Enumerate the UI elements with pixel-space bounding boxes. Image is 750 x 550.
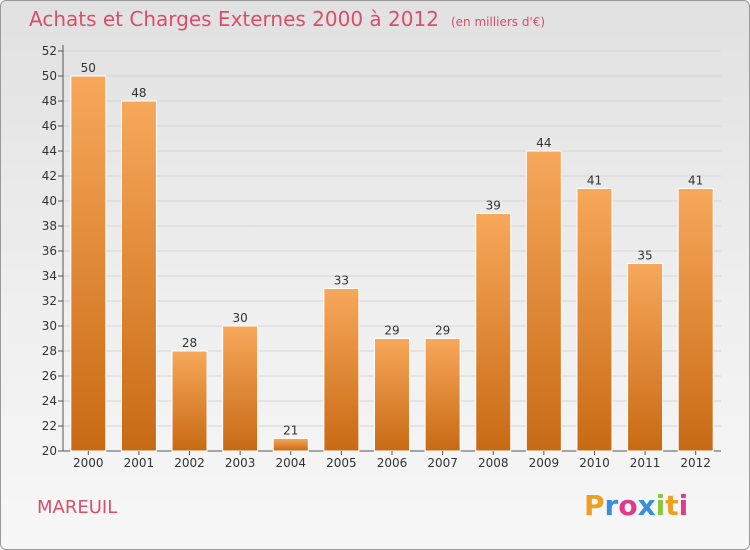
bar: [627, 263, 664, 452]
bar: [222, 325, 259, 452]
y-tick-label: 44: [42, 144, 57, 158]
x-tick-label: 2011: [630, 456, 661, 470]
y-tick-label: 36: [42, 244, 57, 258]
x-tick-label: 2007: [427, 456, 458, 470]
bar-value-label: 29: [435, 324, 450, 338]
logo-letter: t: [665, 489, 679, 522]
bar-value-label: 33: [334, 274, 349, 288]
y-tick-label: 40: [42, 194, 57, 208]
bar-value-label: 48: [131, 86, 146, 100]
bar: [677, 188, 714, 452]
x-tick-label: 2001: [124, 456, 155, 470]
x-tick-label: 2003: [225, 456, 256, 470]
logo-letter: o: [618, 489, 638, 522]
bar-value-label: 41: [688, 174, 703, 188]
y-tick-label: 38: [42, 219, 57, 233]
x-tick-label: 2009: [529, 456, 560, 470]
x-tick-label: 2012: [680, 456, 711, 470]
bar-value-label: 29: [384, 324, 399, 338]
y-tick-label: 32: [42, 294, 57, 308]
y-tick-label: 22: [42, 419, 57, 433]
chart-title-text: Achats et Charges Externes 2000 à 2012: [29, 7, 439, 31]
y-tick-label: 28: [42, 344, 57, 358]
x-tick-label: 2005: [326, 456, 357, 470]
y-tick-label: 20: [42, 444, 57, 458]
bar: [576, 188, 613, 452]
x-tick-label: 2010: [579, 456, 610, 470]
y-tick-label: 50: [42, 69, 57, 83]
x-tick-label: 2006: [377, 456, 408, 470]
chart-title: Achats et Charges Externes 2000 à 2012 (e…: [29, 7, 545, 31]
bar: [374, 338, 410, 452]
bar-value-label: 39: [486, 199, 501, 213]
y-tick-label: 48: [42, 94, 57, 108]
bar: [70, 75, 107, 452]
x-tick-label: 2000: [73, 456, 104, 470]
logo-letter: i: [655, 489, 666, 522]
bar-value-label: 50: [81, 61, 96, 75]
logo-letter: x: [637, 489, 656, 522]
bar: [323, 288, 360, 452]
y-tick-label: 24: [42, 394, 57, 408]
bar: [171, 350, 208, 452]
logo-letter: r: [604, 489, 619, 522]
chart-subtitle: (en milliers d'€): [450, 15, 546, 29]
bar-value-label: 41: [587, 174, 602, 188]
proxiti-logo[interactable]: Proxiti: [584, 489, 688, 522]
y-tick-label: 42: [42, 169, 57, 183]
x-tick-label: 2004: [275, 456, 306, 470]
bar: [525, 150, 562, 452]
bar: [120, 100, 157, 452]
bar: [424, 338, 461, 452]
x-tick-label: 2002: [174, 456, 205, 470]
y-tick-label: 26: [42, 369, 57, 383]
y-tick-label: 34: [42, 269, 57, 283]
y-tick-label: 52: [42, 44, 57, 58]
y-tick-label: 30: [42, 319, 57, 333]
logo-letter: i: [678, 489, 689, 522]
bar: [475, 213, 512, 452]
bar-value-label: 35: [637, 249, 652, 263]
bar-value-label: 28: [182, 336, 197, 350]
y-tick-label: 46: [42, 119, 57, 133]
bar: [272, 438, 309, 452]
bar-value-label: 30: [233, 311, 248, 325]
logo-letter: P: [584, 489, 605, 522]
bar-value-label: 21: [283, 424, 298, 438]
commune-name: MAREUIL: [37, 497, 118, 518]
x-tick-label: 2008: [478, 456, 509, 470]
bar-value-label: 44: [536, 136, 551, 150]
